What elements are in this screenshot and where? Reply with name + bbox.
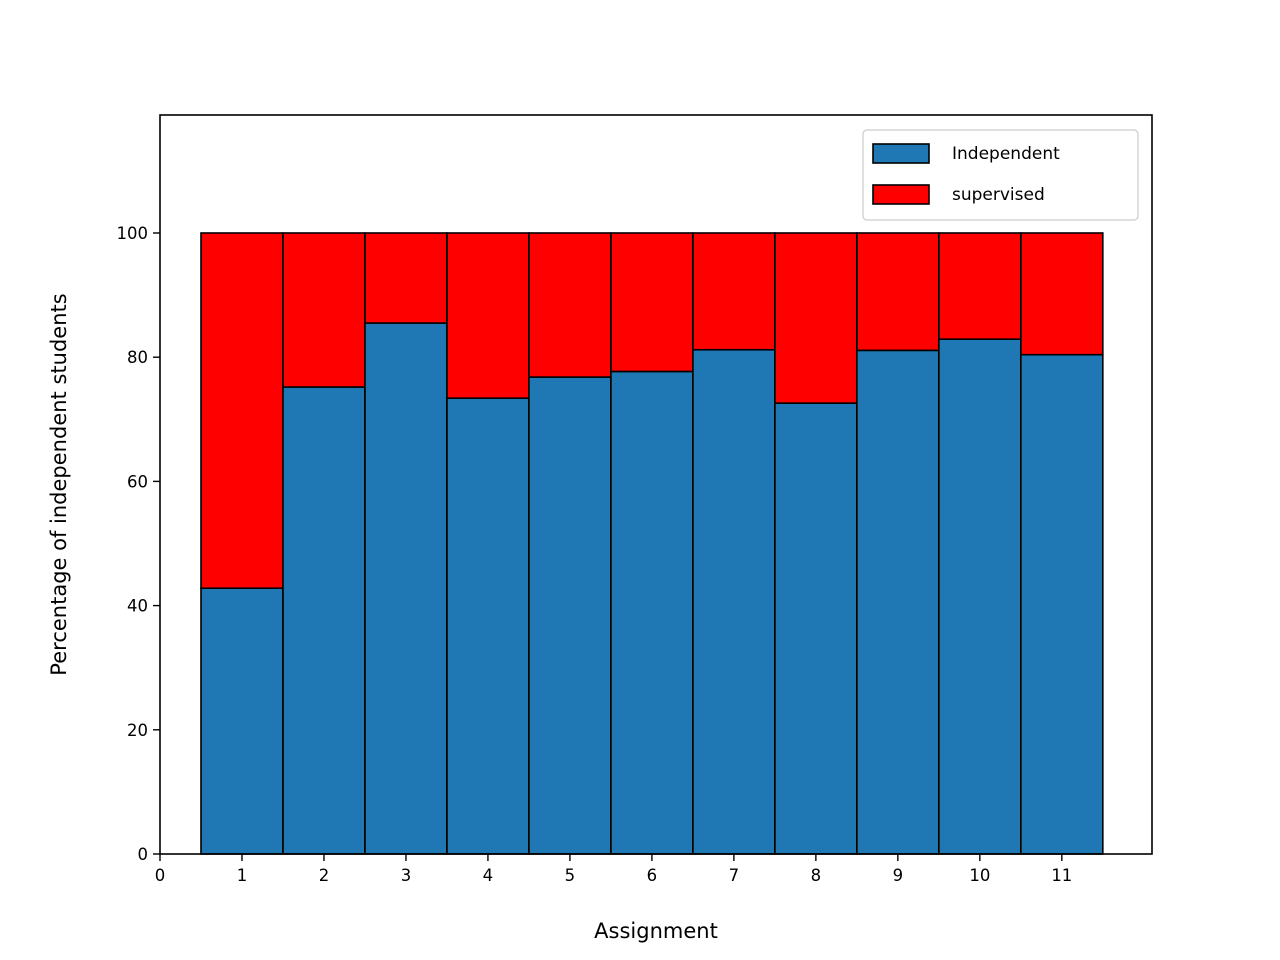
x-tick-label: 2	[319, 866, 330, 885]
x-tick-label: 0	[155, 866, 166, 885]
legend-frame	[862, 129, 1139, 221]
bar-independent-11	[1020, 353, 1104, 855]
bar-independent-10	[938, 338, 1022, 855]
y-tick-label: 80	[127, 348, 148, 367]
bar-supervised-7	[692, 232, 776, 351]
bar-supervised-11	[1020, 232, 1104, 356]
plot-frame	[159, 114, 1153, 855]
bar-independent-1	[200, 587, 284, 855]
x-tick-label: 4	[483, 866, 494, 885]
legend-label-supervised: supervised	[952, 185, 1045, 205]
bar-supervised-6	[610, 232, 694, 373]
bar-independent-6	[610, 370, 694, 855]
bar-independent-8	[774, 402, 858, 855]
x-tick-label: 1	[237, 866, 248, 885]
bar-supervised-10	[938, 232, 1022, 340]
x-axis-title: Assignment	[594, 919, 718, 943]
bar-supervised-8	[774, 232, 858, 404]
bar-independent-9	[856, 349, 940, 855]
bar-independent-4	[446, 397, 530, 855]
bar-supervised-9	[856, 232, 940, 352]
bar-supervised-2	[282, 232, 366, 388]
bar-supervised-5	[528, 232, 612, 378]
y-tick-label: 20	[127, 721, 148, 740]
y-tick-label: 100	[117, 224, 149, 243]
y-tick-label: 40	[127, 597, 148, 616]
y-axis-title: Percentage of independent students	[47, 293, 71, 675]
x-tick-label: 8	[811, 866, 822, 885]
bars-layer	[200, 232, 1104, 855]
legend-swatch-supervised	[872, 184, 930, 205]
x-tick-label: 11	[1051, 866, 1072, 885]
bar-supervised-3	[364, 232, 448, 324]
x-tick-label: 7	[729, 866, 740, 885]
x-tick-label: 6	[647, 866, 658, 885]
y-axis: 0 20 40 60 80 100	[117, 224, 160, 864]
x-tick-label: 10	[969, 866, 990, 885]
bar-independent-3	[364, 322, 448, 855]
x-tick-label: 3	[401, 866, 412, 885]
y-tick-label: 0	[138, 845, 149, 864]
legend-swatch-independent	[872, 143, 930, 164]
x-tick-label: 5	[565, 866, 576, 885]
y-tick-label: 60	[127, 472, 148, 491]
bar-independent-2	[282, 386, 366, 855]
x-tick-label: 9	[893, 866, 904, 885]
x-axis: 0 1 2 3 4 5 6 7 8 9 10 11	[155, 854, 1072, 885]
legend: Independent supervised	[862, 129, 1139, 221]
bar-supervised-4	[446, 232, 530, 399]
bar-supervised-1	[200, 232, 284, 590]
bar-independent-7	[692, 348, 776, 855]
legend-label-independent: Independent	[952, 144, 1060, 164]
bar-independent-5	[528, 376, 612, 855]
